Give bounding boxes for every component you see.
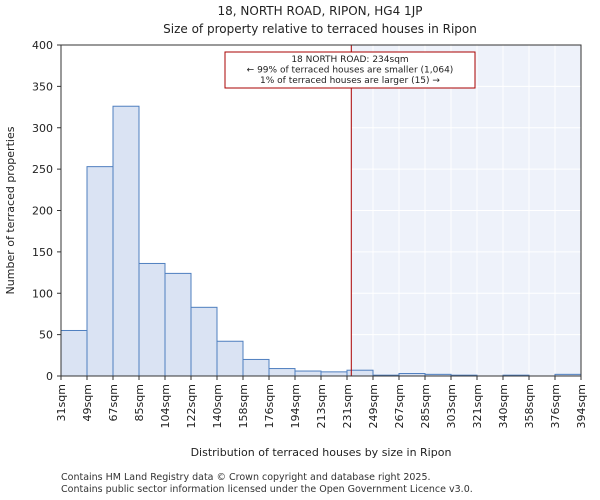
bar-31sqm [60,329,88,377]
footer-line-2: Contains public sector information licen… [61,484,473,495]
x-tick-label: 394sqm [575,384,588,428]
bar-104sqm [164,272,192,377]
x-tick-label: 285sqm [419,384,432,428]
bar-140sqm [216,340,244,377]
bar-67sqm [112,105,140,377]
x-tick-label: 194sqm [289,384,302,428]
x-tick-label: 158sqm [237,384,250,428]
x-tick-label: 249sqm [367,384,380,428]
x-tick-label: 267sqm [393,384,406,428]
x-tick-label: 303sqm [445,384,458,428]
y-tick-label: 0 [46,370,53,383]
annotation-box [224,51,476,89]
annotation-line-2: ← 99% of terraced houses are smaller (1,… [247,66,454,76]
bar-49sqm [86,166,114,377]
bar-213sqm [320,371,348,377]
y-axis-label: Number of terraced properties [4,126,17,294]
x-tick-label: 140sqm [211,384,224,428]
y-tick-label: 50 [39,329,53,342]
x-tick-label: 67sqm [107,384,120,421]
footer-line-1: Contains HM Land Registry data © Crown c… [61,472,431,483]
x-tick-label: 104sqm [159,384,172,428]
chart-subtitle: Size of property relative to terraced ho… [163,22,477,36]
y-tick-label: 150 [32,246,53,259]
bar-158sqm [242,358,270,377]
x-tick-label: 321sqm [471,384,484,428]
x-axis-label: Distribution of terraced houses by size … [191,446,452,459]
x-tick-label: 85sqm [133,384,146,421]
x-tick-label: 176sqm [263,384,276,428]
y-tick-label: 300 [32,122,53,135]
x-tick-label: 49sqm [81,384,94,421]
annotation-line-3: 1% of terraced houses are larger (15) → [260,76,440,86]
x-tick-label: 340sqm [497,384,510,428]
x-tick-label: 231sqm [341,384,354,428]
y-tick-label: 400 [32,39,53,52]
y-tick-label: 100 [32,287,53,300]
x-tick-label: 213sqm [315,384,328,428]
y-tick-label: 350 [32,80,53,93]
chart-title: 18, NORTH ROAD, RIPON, HG4 1JP [218,4,423,18]
bar-85sqm [138,262,166,377]
annotation-line-1: 18 NORTH ROAD: 234sqm [291,55,408,65]
x-tick-label: 358sqm [523,384,536,428]
y-tick-label: 250 [32,163,53,176]
bar-194sqm [294,370,322,377]
x-tick-label: 122sqm [185,384,198,428]
x-tick-label: 376sqm [549,384,562,428]
y-tick-label: 200 [32,205,53,218]
bar-122sqm [190,306,218,377]
x-tick-label: 31sqm [55,384,68,421]
bar-176sqm [268,368,296,377]
